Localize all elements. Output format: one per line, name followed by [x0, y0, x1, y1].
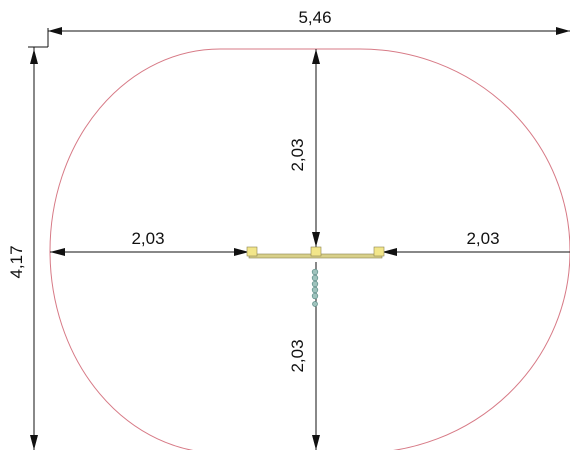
left-clearance-label: 2,03 — [131, 229, 164, 248]
post-center — [310, 246, 322, 257]
overall-width-dimension: 5,46 — [28, 8, 570, 48]
arrow-head-top — [30, 49, 38, 64]
right-clearance-dimension: 2,03 — [382, 229, 570, 256]
arrow-head-bottom — [30, 435, 38, 450]
arrow-head-left — [48, 27, 62, 35]
clearance-zone-outline — [49, 48, 570, 450]
overall-height-label: 4,17 — [7, 245, 26, 278]
left-clearance-dimension: 2,03 — [50, 229, 249, 256]
post-right — [373, 246, 385, 257]
bottom-clearance-label: 2,03 — [288, 339, 307, 372]
right-clearance-label: 2,03 — [466, 229, 499, 248]
top-clearance-label: 2,03 — [288, 138, 307, 171]
overall-height-dimension: 4,17 — [7, 46, 42, 450]
arrow-head-right — [556, 27, 570, 35]
top-clearance-dimension: 2,03 — [288, 49, 320, 247]
overall-width-label: 5,46 — [298, 8, 331, 27]
post-left — [246, 246, 258, 257]
equipment-top-view — [246, 246, 385, 307]
hanging-chain — [311, 268, 319, 307]
